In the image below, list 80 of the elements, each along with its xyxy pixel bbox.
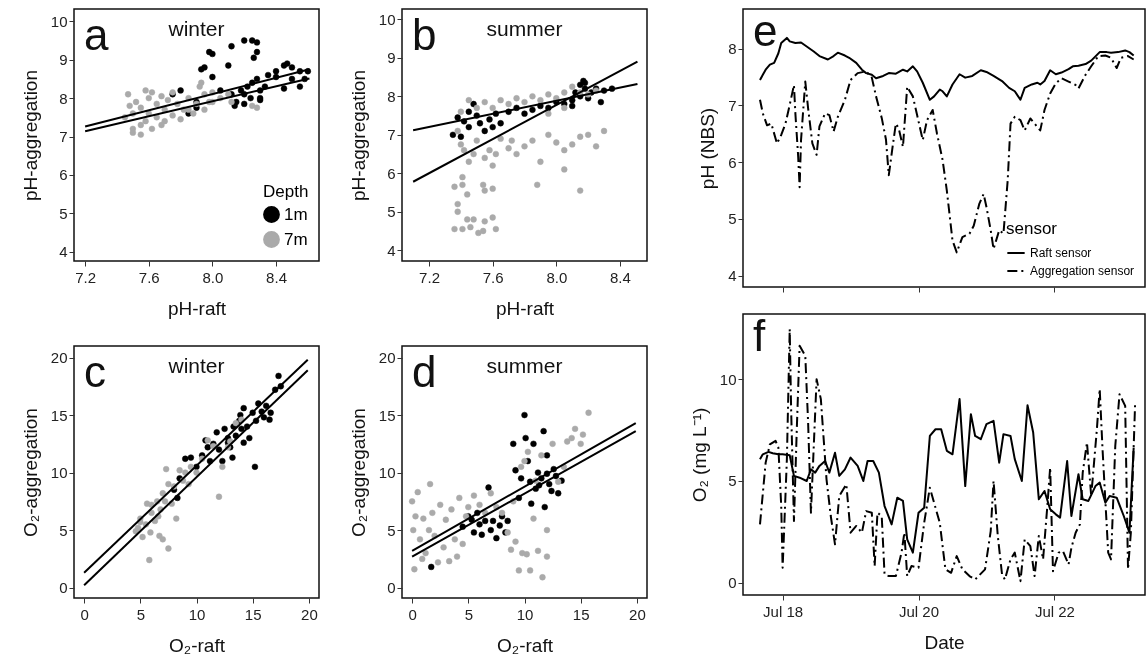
x-axis-title: O₂-raft (169, 634, 226, 656)
x-tick-label: Jul 22 (1034, 602, 1075, 620)
annotation: a (84, 10, 109, 59)
annotation: winter (167, 17, 225, 40)
x-axis-title: pH-raft (495, 297, 555, 319)
y-tick-label: 5 (387, 521, 396, 539)
legend-title: Depth (263, 182, 309, 201)
y-tick-label: 8 (728, 40, 737, 58)
y-tick-label: 6 (59, 166, 68, 184)
y-tick-label: 9 (387, 49, 396, 67)
y-tick-label: 4 (59, 243, 68, 261)
x-tick-label: 8.0 (546, 268, 568, 286)
y-axis-title: pH (NBS) (697, 107, 719, 190)
y-tick-label: 5 (59, 204, 68, 222)
annotation: winter (167, 354, 225, 377)
y-tick-label: 20 (50, 349, 68, 367)
annotation: summer (486, 354, 563, 377)
y-axis-title: O₂-aggregation (19, 408, 41, 537)
x-tick-label: 5 (464, 605, 473, 623)
y-tick-label: 7 (59, 128, 68, 146)
y-tick-label: 20 (378, 349, 396, 367)
y-tick-label: 15 (378, 406, 396, 424)
y-tick-label: 5 (728, 210, 737, 228)
y-tick-label: 5 (387, 203, 396, 221)
x-tick-label: 15 (572, 605, 590, 623)
y-tick-label: 0 (59, 579, 68, 597)
x-tick-label: 8.0 (202, 268, 224, 286)
y-axis-title: O₂-aggregation (347, 408, 369, 537)
x-tick-label: Jul 20 (899, 602, 940, 620)
y-tick-label: 10 (50, 464, 68, 482)
x-axis-title: pH-raft (167, 297, 227, 319)
x-tick-label: Jul 18 (763, 602, 804, 620)
y-tick-label: 4 (728, 267, 737, 285)
x-tick-label: 20 (629, 605, 646, 623)
x-tick-label: 15 (244, 605, 262, 623)
annotation: summer (486, 17, 563, 40)
annotation: b (412, 10, 437, 59)
x-tick-label: 10 (516, 605, 534, 623)
x-tick-label: 8.4 (610, 268, 631, 286)
annotation: e (753, 6, 778, 55)
annotation: c (84, 347, 106, 396)
legend-label: 7m (284, 229, 308, 249)
y-tick-label: 6 (387, 164, 396, 182)
x-axis-title: Date (924, 631, 965, 653)
y-tick-label: 0 (728, 574, 737, 592)
y-tick-label: 6 (728, 153, 737, 171)
y-tick-label: 5 (59, 521, 68, 539)
y-tick-label: 15 (50, 406, 68, 424)
legend-label: Aggregation sensor (1030, 264, 1135, 278)
y-tick-label: 0 (387, 579, 396, 597)
annotation: d (412, 347, 437, 396)
x-tick-label: 7.2 (75, 268, 97, 286)
x-tick-label: 20 (301, 605, 318, 623)
y-tick-label: 5 (728, 472, 737, 490)
y-tick-label: 8 (59, 89, 68, 107)
legend-label: 1m (284, 204, 308, 224)
y-axis-title: pH-aggregation (347, 70, 369, 201)
y-tick-label: 7 (387, 126, 396, 144)
x-axis-title: O₂-raft (497, 634, 554, 656)
y-tick-label: 4 (387, 241, 396, 259)
y-tick-label: 9 (59, 51, 68, 69)
x-tick-label: 7.2 (419, 268, 440, 286)
legend-label: Raft sensor (1030, 246, 1092, 260)
y-tick-label: 10 (378, 464, 396, 482)
x-tick-label: 0 (80, 605, 89, 623)
legend-title: sensor (1006, 219, 1058, 238)
x-tick-label: 7.6 (138, 268, 160, 286)
x-tick-label: 5 (136, 605, 145, 623)
x-tick-label: 8.4 (266, 268, 287, 286)
y-tick-label: 10 (378, 10, 396, 28)
y-axis-title: O₂ (mg L⁻¹) (688, 407, 710, 503)
y-tick-label: 8 (387, 87, 396, 105)
y-tick-label: 10 (719, 370, 737, 388)
annotation: f (753, 311, 766, 360)
y-tick-label: 10 (50, 12, 68, 30)
y-axis-title: pH-aggregation (19, 70, 41, 201)
x-tick-label: 7.6 (482, 268, 504, 286)
x-tick-label: 10 (188, 605, 206, 623)
y-tick-label: 7 (728, 96, 737, 114)
x-tick-label: 0 (408, 605, 417, 623)
